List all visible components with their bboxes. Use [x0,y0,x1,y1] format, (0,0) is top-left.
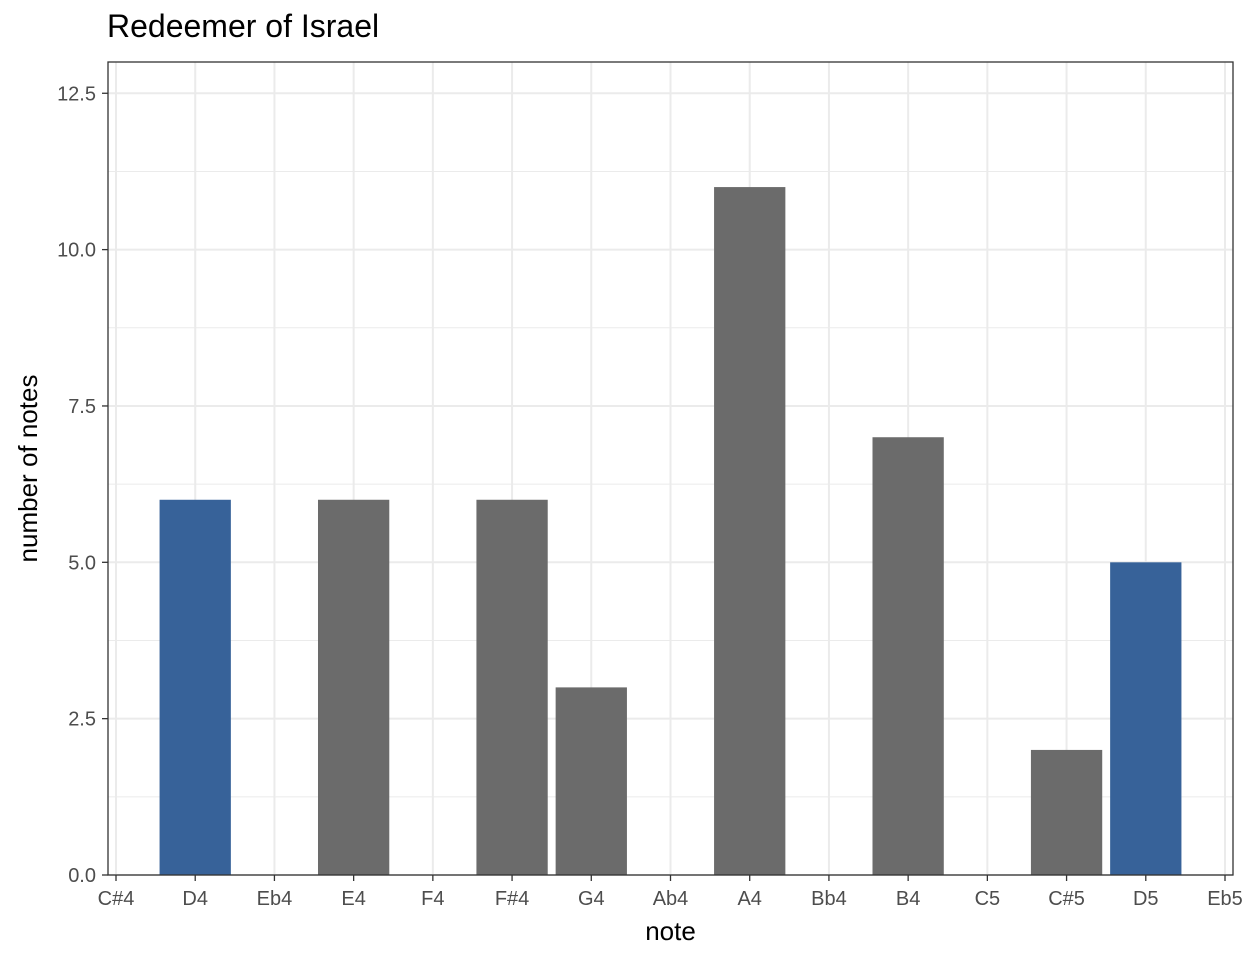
y-axis-title: number of notes [13,375,43,563]
x-tick-label: Eb5 [1207,888,1243,910]
bars [159,187,1182,876]
bar-d4 [159,499,231,875]
bar-a4 [714,187,786,876]
bar-d5 [1110,562,1182,875]
y-tick-label: 0.0 [68,865,96,887]
bar-fsharp4 [476,499,548,875]
x-tick-label: G4 [578,888,605,910]
y-tick-label: 7.5 [68,396,96,418]
y-tick-label: 2.5 [68,709,96,731]
x-tick-label: Bb4 [811,888,847,910]
x-tick-label: F#4 [495,888,529,910]
x-tick-label: E4 [341,888,365,910]
x-tick-label: F4 [421,888,444,910]
x-tick-label: Eb4 [257,888,293,910]
x-tick-label: C#5 [1048,888,1085,910]
x-tick-label: D5 [1133,888,1159,910]
x-tick-label: B4 [896,888,920,910]
x-tick-label: Ab4 [653,888,689,910]
x-tick-label: C#4 [98,888,135,910]
x-axis: C#4 D4 Eb4 E4 F4 F#4 G4 Ab4 A4 Bb4 B4 C5 C#5 D5 Eb5 [98,875,1243,910]
y-axis: 0.0 2.5 5.0 7.5 10.0 12.5 [57,83,108,887]
bar-g4 [555,687,627,875]
chart-title: Redeemer of Israel [107,8,380,44]
y-tick-label: 10.0 [57,240,96,262]
bar-b4 [872,437,944,875]
bar-csharp5 [1030,749,1103,875]
x-tick-label: C5 [975,888,1001,910]
x-tick-label: A4 [737,888,761,910]
y-tick-label: 5.0 [68,552,96,574]
y-tick-label: 12.5 [57,83,96,105]
x-tick-label: D4 [182,888,208,910]
x-axis-title: note [645,916,696,946]
bar-e4 [317,499,390,875]
